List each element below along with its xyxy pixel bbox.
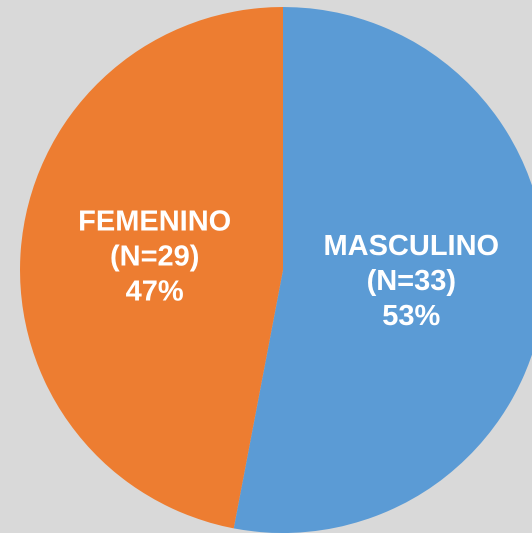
count-label: (N=29) <box>110 241 199 273</box>
pie-slice <box>19 7 284 529</box>
category-label: MASCULINO <box>323 230 499 262</box>
count-label: (N=33) <box>367 265 456 297</box>
value-label: 47% <box>126 276 184 308</box>
category-label: FEMENINO <box>78 206 231 238</box>
pie-slice <box>233 7 532 533</box>
value-label: 53% <box>382 300 440 332</box>
